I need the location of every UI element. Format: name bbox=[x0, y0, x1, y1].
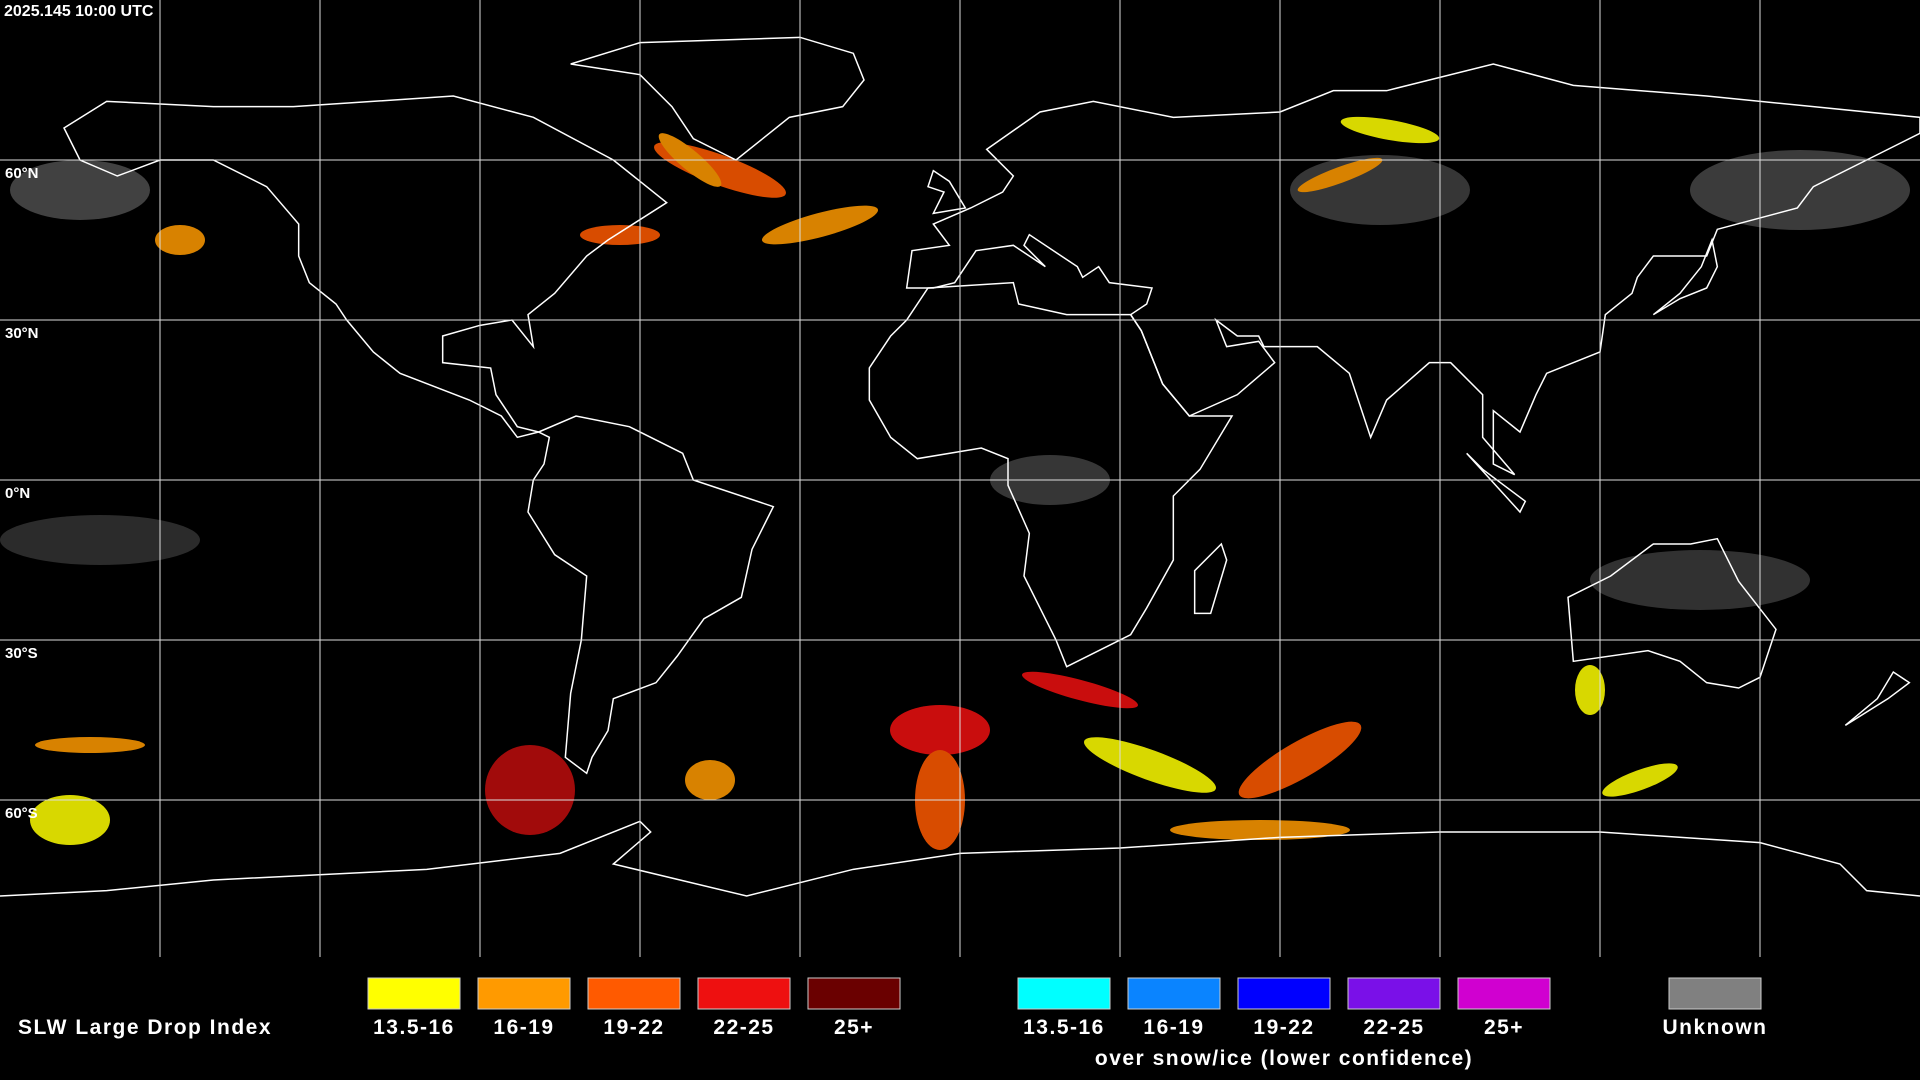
legend-caption: over snow/ice (lower confidence) bbox=[1095, 1047, 1473, 1070]
legend-label: 25+ bbox=[1484, 1016, 1524, 1039]
legend-label: 13.5-16 bbox=[373, 1016, 455, 1039]
legend-label: 19-22 bbox=[603, 1016, 664, 1039]
legend-swatch bbox=[1127, 977, 1221, 1010]
legend-label: 19-22 bbox=[1253, 1016, 1314, 1039]
legend-swatch bbox=[1347, 977, 1441, 1010]
legend-swatch bbox=[587, 977, 681, 1010]
legend-label: 22-25 bbox=[1363, 1016, 1424, 1039]
legend-label: 16-19 bbox=[1143, 1016, 1204, 1039]
latitude-label: 60°S bbox=[5, 805, 38, 822]
legend-swatch bbox=[1668, 977, 1762, 1010]
legend: SLW Large Drop Index 13.5-16 16-19 19-22 22-… bbox=[18, 977, 1768, 1070]
latitude-label: 30°S bbox=[5, 645, 38, 662]
legend-label: 22-25 bbox=[713, 1016, 774, 1039]
legend-swatch bbox=[367, 977, 461, 1010]
legend-label: 25+ bbox=[834, 1016, 874, 1039]
graticule bbox=[0, 0, 1920, 957]
latitude-label: 60°N bbox=[5, 165, 39, 182]
legend-swatch bbox=[1237, 977, 1331, 1010]
legend-swatch bbox=[807, 977, 901, 1010]
legend-swatch bbox=[697, 977, 791, 1010]
timestamp: 2025.145 10:00 UTC bbox=[4, 3, 154, 20]
legend-swatch bbox=[477, 977, 571, 1010]
imagery bbox=[0, 116, 1910, 850]
legend-label: 13.5-16 bbox=[1023, 1016, 1105, 1039]
legend-label: Unknown bbox=[1663, 1016, 1768, 1039]
legend-label: 16-19 bbox=[493, 1016, 554, 1039]
latitude-label: 30°N bbox=[5, 325, 39, 342]
legend-swatch bbox=[1457, 977, 1551, 1010]
latitude-label: 0°N bbox=[5, 485, 30, 502]
legend-title: SLW Large Drop Index bbox=[18, 1016, 272, 1039]
legend-swatch bbox=[1017, 977, 1111, 1010]
